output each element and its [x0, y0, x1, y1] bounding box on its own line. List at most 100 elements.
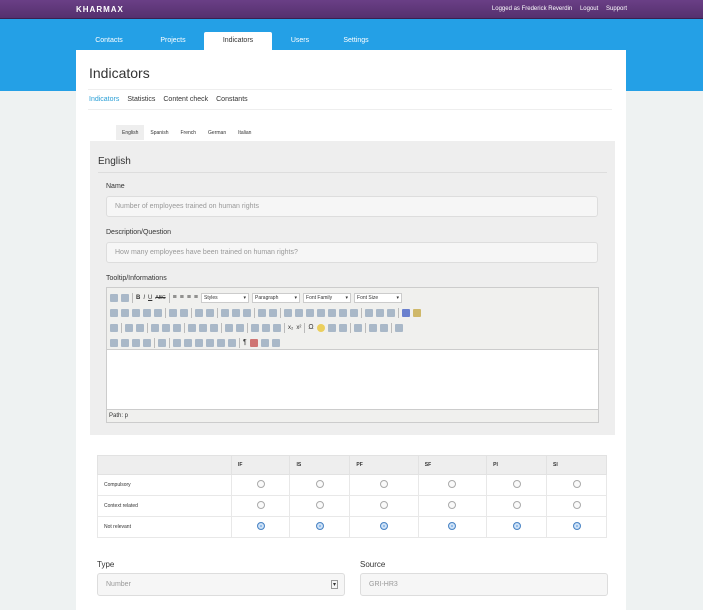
del-icon[interactable]: [206, 338, 214, 347]
tab-users[interactable]: Users: [290, 37, 310, 44]
rtl-icon[interactable]: [379, 323, 388, 332]
subnav-content-check[interactable]: Content check: [163, 96, 209, 103]
bullet-list-icon[interactable]: [195, 308, 203, 317]
tab-contacts[interactable]: Contacts: [95, 37, 123, 44]
insert-col-after-icon[interactable]: [199, 323, 207, 332]
insert-row-before-icon[interactable]: [151, 323, 159, 332]
move-backward-icon[interactable]: [132, 338, 140, 347]
insert-time-icon[interactable]: [376, 308, 384, 317]
superscript-icon[interactable]: x²: [296, 324, 302, 331]
align-center-icon[interactable]: ≡: [179, 294, 184, 301]
anchor-icon[interactable]: [306, 308, 314, 317]
radio-button[interactable]: [572, 522, 581, 530]
support-link[interactable]: Support: [605, 6, 627, 12]
delete-row-icon[interactable]: [173, 323, 181, 332]
absolute-icon[interactable]: [143, 338, 151, 347]
cleanup-icon[interactable]: [328, 308, 336, 317]
acronym-icon[interactable]: [195, 338, 203, 347]
lang-tab-english[interactable]: English: [116, 125, 145, 140]
merge-cells-icon[interactable]: [236, 323, 244, 332]
font-family-dropdown[interactable]: Font Family: [303, 292, 352, 303]
insert-layer-icon[interactable]: [110, 338, 118, 347]
page-break-icon[interactable]: [271, 338, 280, 347]
paragraph-dropdown[interactable]: Paragraph: [252, 292, 301, 303]
underline-icon[interactable]: U: [148, 294, 153, 301]
outdent-icon[interactable]: [221, 308, 229, 317]
find-icon[interactable]: [169, 308, 177, 317]
bold-icon[interactable]: B: [136, 294, 141, 301]
cut-icon[interactable]: [110, 308, 118, 317]
radio-button[interactable]: [256, 501, 265, 509]
new-document-icon[interactable]: [121, 293, 129, 302]
delete-col-icon[interactable]: [210, 323, 218, 332]
table-icon[interactable]: [110, 323, 118, 332]
remove-format-icon[interactable]: [262, 323, 270, 332]
save-icon[interactable]: [110, 293, 118, 302]
radio-button[interactable]: [448, 522, 457, 530]
media-icon[interactable]: [327, 323, 336, 332]
visual-aid-icon[interactable]: [273, 323, 281, 332]
align-right-icon[interactable]: ≡: [186, 294, 191, 301]
type-select[interactable]: Number ▾: [97, 573, 345, 596]
align-left-icon[interactable]: ≡: [172, 294, 177, 301]
split-cells-icon[interactable]: [225, 323, 233, 332]
radio-button[interactable]: [315, 501, 324, 509]
move-forward-icon[interactable]: [121, 338, 129, 347]
image-icon[interactable]: [317, 308, 325, 317]
font-size-dropdown[interactable]: Font Size: [354, 292, 403, 303]
copy-icon[interactable]: [121, 308, 129, 317]
link-icon[interactable]: [284, 308, 292, 317]
paste-text-icon[interactable]: [143, 308, 151, 317]
italic-icon[interactable]: I: [143, 294, 146, 301]
lang-tab-italian[interactable]: Italian: [238, 130, 252, 136]
name-input[interactable]: Number of employees trained on human rig…: [106, 196, 598, 217]
html-icon[interactable]: [350, 308, 358, 317]
radio-button[interactable]: [380, 480, 389, 488]
styleprops-icon[interactable]: [158, 338, 166, 347]
tab-projects[interactable]: Projects: [160, 37, 186, 44]
lang-tab-french[interactable]: French: [180, 130, 197, 136]
radio-button[interactable]: [512, 480, 521, 488]
subnav-indicators[interactable]: Indicators: [89, 96, 120, 103]
help-icon[interactable]: [339, 308, 347, 317]
emoticon-icon[interactable]: [316, 323, 325, 332]
cell-props-icon[interactable]: [136, 323, 144, 332]
highlight-color-icon[interactable]: [413, 308, 421, 317]
subnav-statistics[interactable]: Statistics: [127, 96, 156, 103]
preview-icon[interactable]: [387, 308, 395, 317]
row-props-icon[interactable]: [125, 323, 133, 332]
radio-button[interactable]: [572, 480, 581, 488]
abbr-icon[interactable]: [184, 338, 192, 347]
text-color-icon[interactable]: [402, 308, 410, 317]
show-blocks-icon[interactable]: ¶: [243, 339, 247, 346]
align-justify-icon[interactable]: ≡: [193, 294, 199, 301]
subnav-constants[interactable]: Constants: [216, 96, 248, 103]
tab-indicators[interactable]: Indicators: [204, 32, 272, 50]
radio-button[interactable]: [380, 522, 389, 530]
special-char-icon[interactable]: Ω: [308, 324, 314, 331]
cite-icon[interactable]: [173, 338, 181, 347]
radio-button[interactable]: [315, 522, 324, 530]
radio-button[interactable]: [315, 480, 324, 488]
fullscreen-icon[interactable]: [394, 323, 403, 332]
indent-icon[interactable]: [232, 308, 240, 317]
radio-button[interactable]: [380, 501, 389, 509]
redo-icon[interactable]: [269, 308, 277, 317]
paste-word-icon[interactable]: [154, 308, 162, 317]
radio-button[interactable]: [572, 501, 581, 509]
undo-icon[interactable]: [258, 308, 266, 317]
radio-button[interactable]: [512, 522, 521, 530]
template-icon[interactable]: [260, 338, 269, 347]
print-icon[interactable]: [353, 323, 362, 332]
unlink-icon[interactable]: [295, 308, 303, 317]
advanced-hr-icon[interactable]: [338, 323, 347, 332]
paste-icon[interactable]: [132, 308, 140, 317]
lang-tab-spanish[interactable]: Spanish: [150, 130, 169, 136]
radio-button[interactable]: [256, 480, 265, 488]
visual-chars-icon[interactable]: [249, 338, 258, 347]
chevron-down-icon[interactable]: ▾: [330, 580, 338, 589]
description-input[interactable]: How many employees have been trained on …: [106, 242, 598, 263]
insert-col-before-icon[interactable]: [188, 323, 196, 332]
horizontal-rule-icon[interactable]: [251, 323, 259, 332]
replace-icon[interactable]: [180, 308, 188, 317]
